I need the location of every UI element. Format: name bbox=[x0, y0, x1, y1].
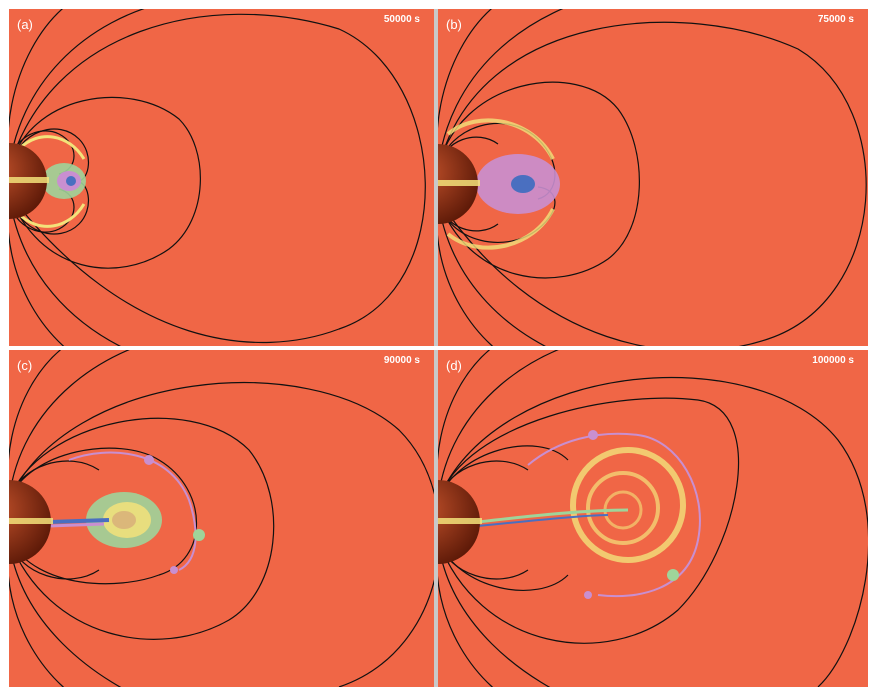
panel-d-graphic bbox=[438, 350, 868, 687]
plasma-sheet bbox=[9, 177, 49, 183]
panel-c: (c) 90000 s bbox=[9, 350, 434, 687]
panel-label: (b) bbox=[446, 17, 462, 32]
panel-c-graphic bbox=[9, 350, 434, 687]
panel-divider-horizontal bbox=[9, 346, 868, 350]
panel-label: (d) bbox=[446, 358, 462, 373]
panel-b-graphic bbox=[438, 9, 867, 346]
time-stamp: 90000 s bbox=[383, 355, 420, 366]
time-stamp: 50000 s bbox=[383, 14, 420, 25]
plasma-region bbox=[477, 430, 701, 599]
plasma-sheet bbox=[438, 180, 480, 186]
panel-b: (b) 75000 s bbox=[438, 9, 868, 346]
panel-d: (d) 100000 s bbox=[438, 350, 868, 687]
plasma-region bbox=[48, 451, 205, 574]
panel-label: (a) bbox=[17, 17, 33, 32]
plasma-sheet bbox=[9, 518, 53, 524]
plasma-sheet bbox=[438, 518, 482, 524]
time-stamp: 100000 s bbox=[812, 355, 854, 366]
panel-a-graphic bbox=[9, 9, 426, 346]
time-stamp: 75000 s bbox=[817, 14, 854, 25]
plasma-region bbox=[17, 135, 86, 228]
plasma-region bbox=[446, 118, 560, 250]
panel-a: (a) 50000 s bbox=[9, 9, 434, 346]
field-lines bbox=[9, 350, 434, 687]
panel-label: (c) bbox=[17, 358, 33, 373]
